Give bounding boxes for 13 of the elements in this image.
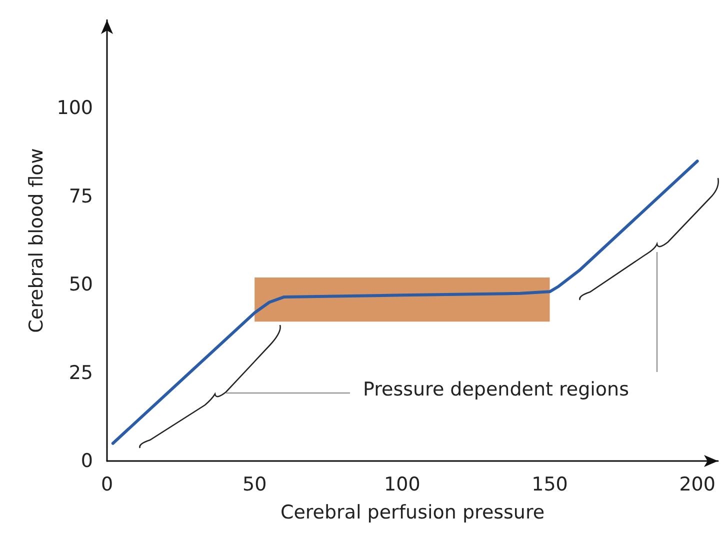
y-tick-label: 75 xyxy=(68,185,93,208)
x-tick-label: 100 xyxy=(384,474,420,496)
x-axis-title: Cerebral perfusion pressure xyxy=(280,502,545,524)
x-tick-label: 50 xyxy=(242,474,267,496)
x-tick-label: 0 xyxy=(100,474,114,496)
y-axis-title: Cerebral blood flow xyxy=(25,148,48,333)
y-tick-label: 25 xyxy=(68,362,93,384)
y-tick-label: 0 xyxy=(80,450,93,472)
y-tick-label: 100 xyxy=(56,97,93,120)
x-tick-label: 150 xyxy=(532,474,568,496)
y-tick-label: 50 xyxy=(68,274,93,296)
annotation: Pressure dependent regions xyxy=(363,378,629,400)
x-tick-label: 200 xyxy=(679,474,716,496)
